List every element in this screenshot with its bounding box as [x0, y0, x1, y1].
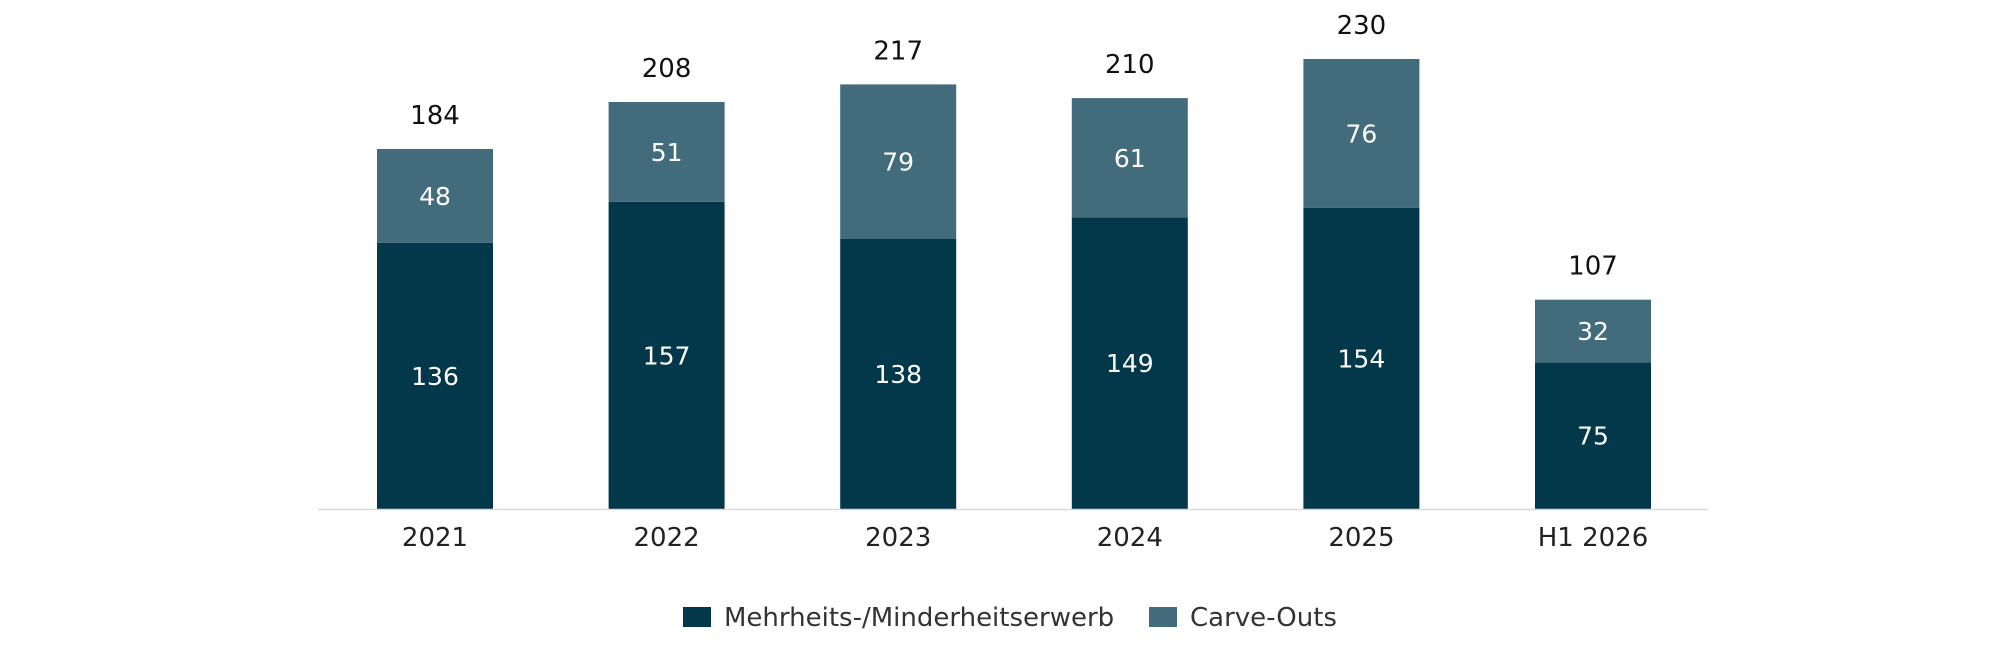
data-label-mehrheits-minderheitserwerb-2025: 154 [1338, 344, 1386, 373]
x-tick-label-2025: 2025 [1328, 523, 1394, 553]
data-label-carve-outs-2024: 61 [1114, 144, 1146, 173]
total-label-2025: 230 [1337, 11, 1387, 41]
legend-label-carve-outs: Carve-Outs [1190, 603, 1337, 633]
data-label-mehrheits-minderheitserwerb-2021: 136 [411, 362, 459, 391]
data-label-carve-outs-2025: 76 [1345, 119, 1377, 148]
x-tick-label-2021: 2021 [402, 523, 468, 553]
data-label-carve-outs-h1-2026: 32 [1577, 317, 1609, 346]
x-tick-label-2024: 2024 [1097, 523, 1163, 553]
bar-segment-mehrheits-minderheitserwerb-2024 [1071, 217, 1188, 509]
total-label-2021: 184 [410, 101, 460, 131]
bar-segment-carve-outs-2022 [608, 102, 725, 202]
bar-segment-mehrheits-minderheitserwerb-2021 [377, 242, 493, 509]
bars-layer [377, 59, 1651, 510]
bar-segment-carve-outs-2025 [1303, 59, 1420, 208]
data-label-mehrheits-minderheitserwerb-h1-2026: 75 [1577, 422, 1609, 451]
legend-swatch-carve-outs [1149, 607, 1177, 627]
data-label-mehrheits-minderheitserwerb-2024: 149 [1106, 349, 1154, 378]
segment-labels-layer: 136 48 157 51 138 79 149 61 154 76 75 32 [411, 119, 1609, 450]
data-label-carve-outs-2023: 79 [882, 148, 914, 177]
total-labels-layer: 184 208 217 210 230 107 [410, 11, 1618, 282]
data-label-mehrheits-minderheitserwerb-2023: 138 [874, 360, 922, 389]
bar-segment-carve-outs-h1-2026 [1535, 299, 1651, 363]
data-label-carve-outs-2021: 48 [419, 182, 451, 211]
data-label-mehrheits-minderheitserwerb-2022: 157 [643, 341, 691, 370]
total-label-h1-2026: 107 [1568, 252, 1618, 282]
bar-segment-mehrheits-minderheitserwerb-2023 [840, 239, 957, 509]
bar-segment-mehrheits-minderheitserwerb-h1-2026 [1535, 362, 1651, 509]
bar-segment-carve-outs-2023 [840, 84, 957, 240]
total-label-2023: 217 [873, 36, 923, 66]
legend-swatch-mehrheits-minderheitserwerb [683, 607, 711, 627]
x-tick-label-h1-2026: H1 2026 [1538, 523, 1649, 553]
total-label-2022: 208 [642, 54, 692, 84]
bar-segment-mehrheits-minderheitserwerb-2022 [608, 201, 725, 510]
x-tick-label-2022: 2022 [634, 523, 700, 553]
total-label-2024: 210 [1105, 50, 1155, 80]
data-label-carve-outs-2022: 51 [651, 138, 683, 167]
bar-segment-carve-outs-2021 [377, 149, 493, 243]
x-tick-label-2023: 2023 [865, 523, 931, 553]
legend-label-mehrheits-minderheitserwerb: Mehrheits-/Minderheitserwerb [724, 603, 1114, 633]
legend: Mehrheits-/Minderheitserwerb Carve-Outs [683, 603, 1337, 633]
bar-segment-mehrheits-minderheitserwerb-2025 [1303, 207, 1420, 509]
x-tick-labels-layer: 2021 2022 2023 2024 2025 H1 2026 [402, 523, 1648, 553]
bar-segment-carve-outs-2024 [1071, 98, 1188, 218]
